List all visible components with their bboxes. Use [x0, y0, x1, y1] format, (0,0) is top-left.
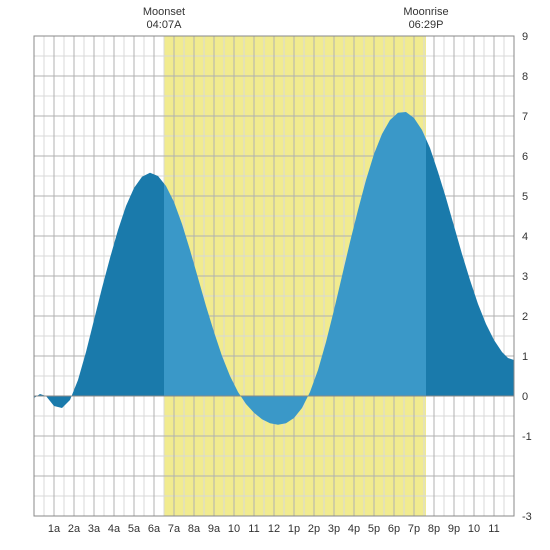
- x-tick-label: 1a: [48, 523, 61, 535]
- x-tick-label: 6a: [148, 523, 161, 535]
- y-tick-label: -1: [522, 431, 532, 443]
- x-tick-label: 4p: [348, 523, 360, 535]
- y-tick-label: 9: [522, 31, 528, 43]
- x-tick-label: 5p: [368, 523, 380, 535]
- y-tick-label: 5: [522, 191, 528, 203]
- x-tick-label: 8p: [428, 523, 440, 535]
- y-tick-label: 7: [522, 111, 528, 123]
- y-tick-label: 4: [522, 231, 528, 243]
- x-tick-label: 7a: [168, 523, 181, 535]
- x-tick-label: 2p: [308, 523, 320, 535]
- x-tick-label: 9p: [448, 523, 460, 535]
- x-tick-label: 11: [488, 523, 499, 535]
- y-tick-label: 3: [522, 271, 528, 283]
- y-tick-label: 6: [522, 151, 528, 163]
- tide-chart: Moonset04:07AMoonrise06:29P 1a2a3a4a5a6a…: [0, 0, 550, 550]
- x-tick-label: 8a: [188, 523, 201, 535]
- x-tick-label: 11: [248, 523, 259, 535]
- y-tick-label: 1: [522, 351, 528, 363]
- x-tick-label: 5a: [128, 523, 141, 535]
- x-tick-label: 4a: [108, 523, 121, 535]
- x-tick-label: 12: [268, 523, 280, 535]
- x-tick-label: 9a: [208, 523, 221, 535]
- y-tick-label: -3: [522, 511, 532, 523]
- x-tick-label: 2a: [68, 523, 81, 535]
- y-tick-label: 0: [522, 391, 528, 403]
- x-tick-label: 3p: [328, 523, 340, 535]
- x-tick-label: 1p: [288, 523, 300, 535]
- x-tick-label: 7p: [408, 523, 420, 535]
- x-tick-label: 3a: [88, 523, 101, 535]
- y-tick-label: 8: [522, 71, 528, 83]
- x-tick-label: 10: [468, 523, 480, 535]
- y-tick-label: 2: [522, 311, 528, 323]
- x-tick-label: 10: [228, 523, 240, 535]
- x-tick-label: 6p: [388, 523, 400, 535]
- plot-area: 1a2a3a4a5a6a7a8a9a1011121p2p3p4p5p6p7p8p…: [34, 36, 514, 516]
